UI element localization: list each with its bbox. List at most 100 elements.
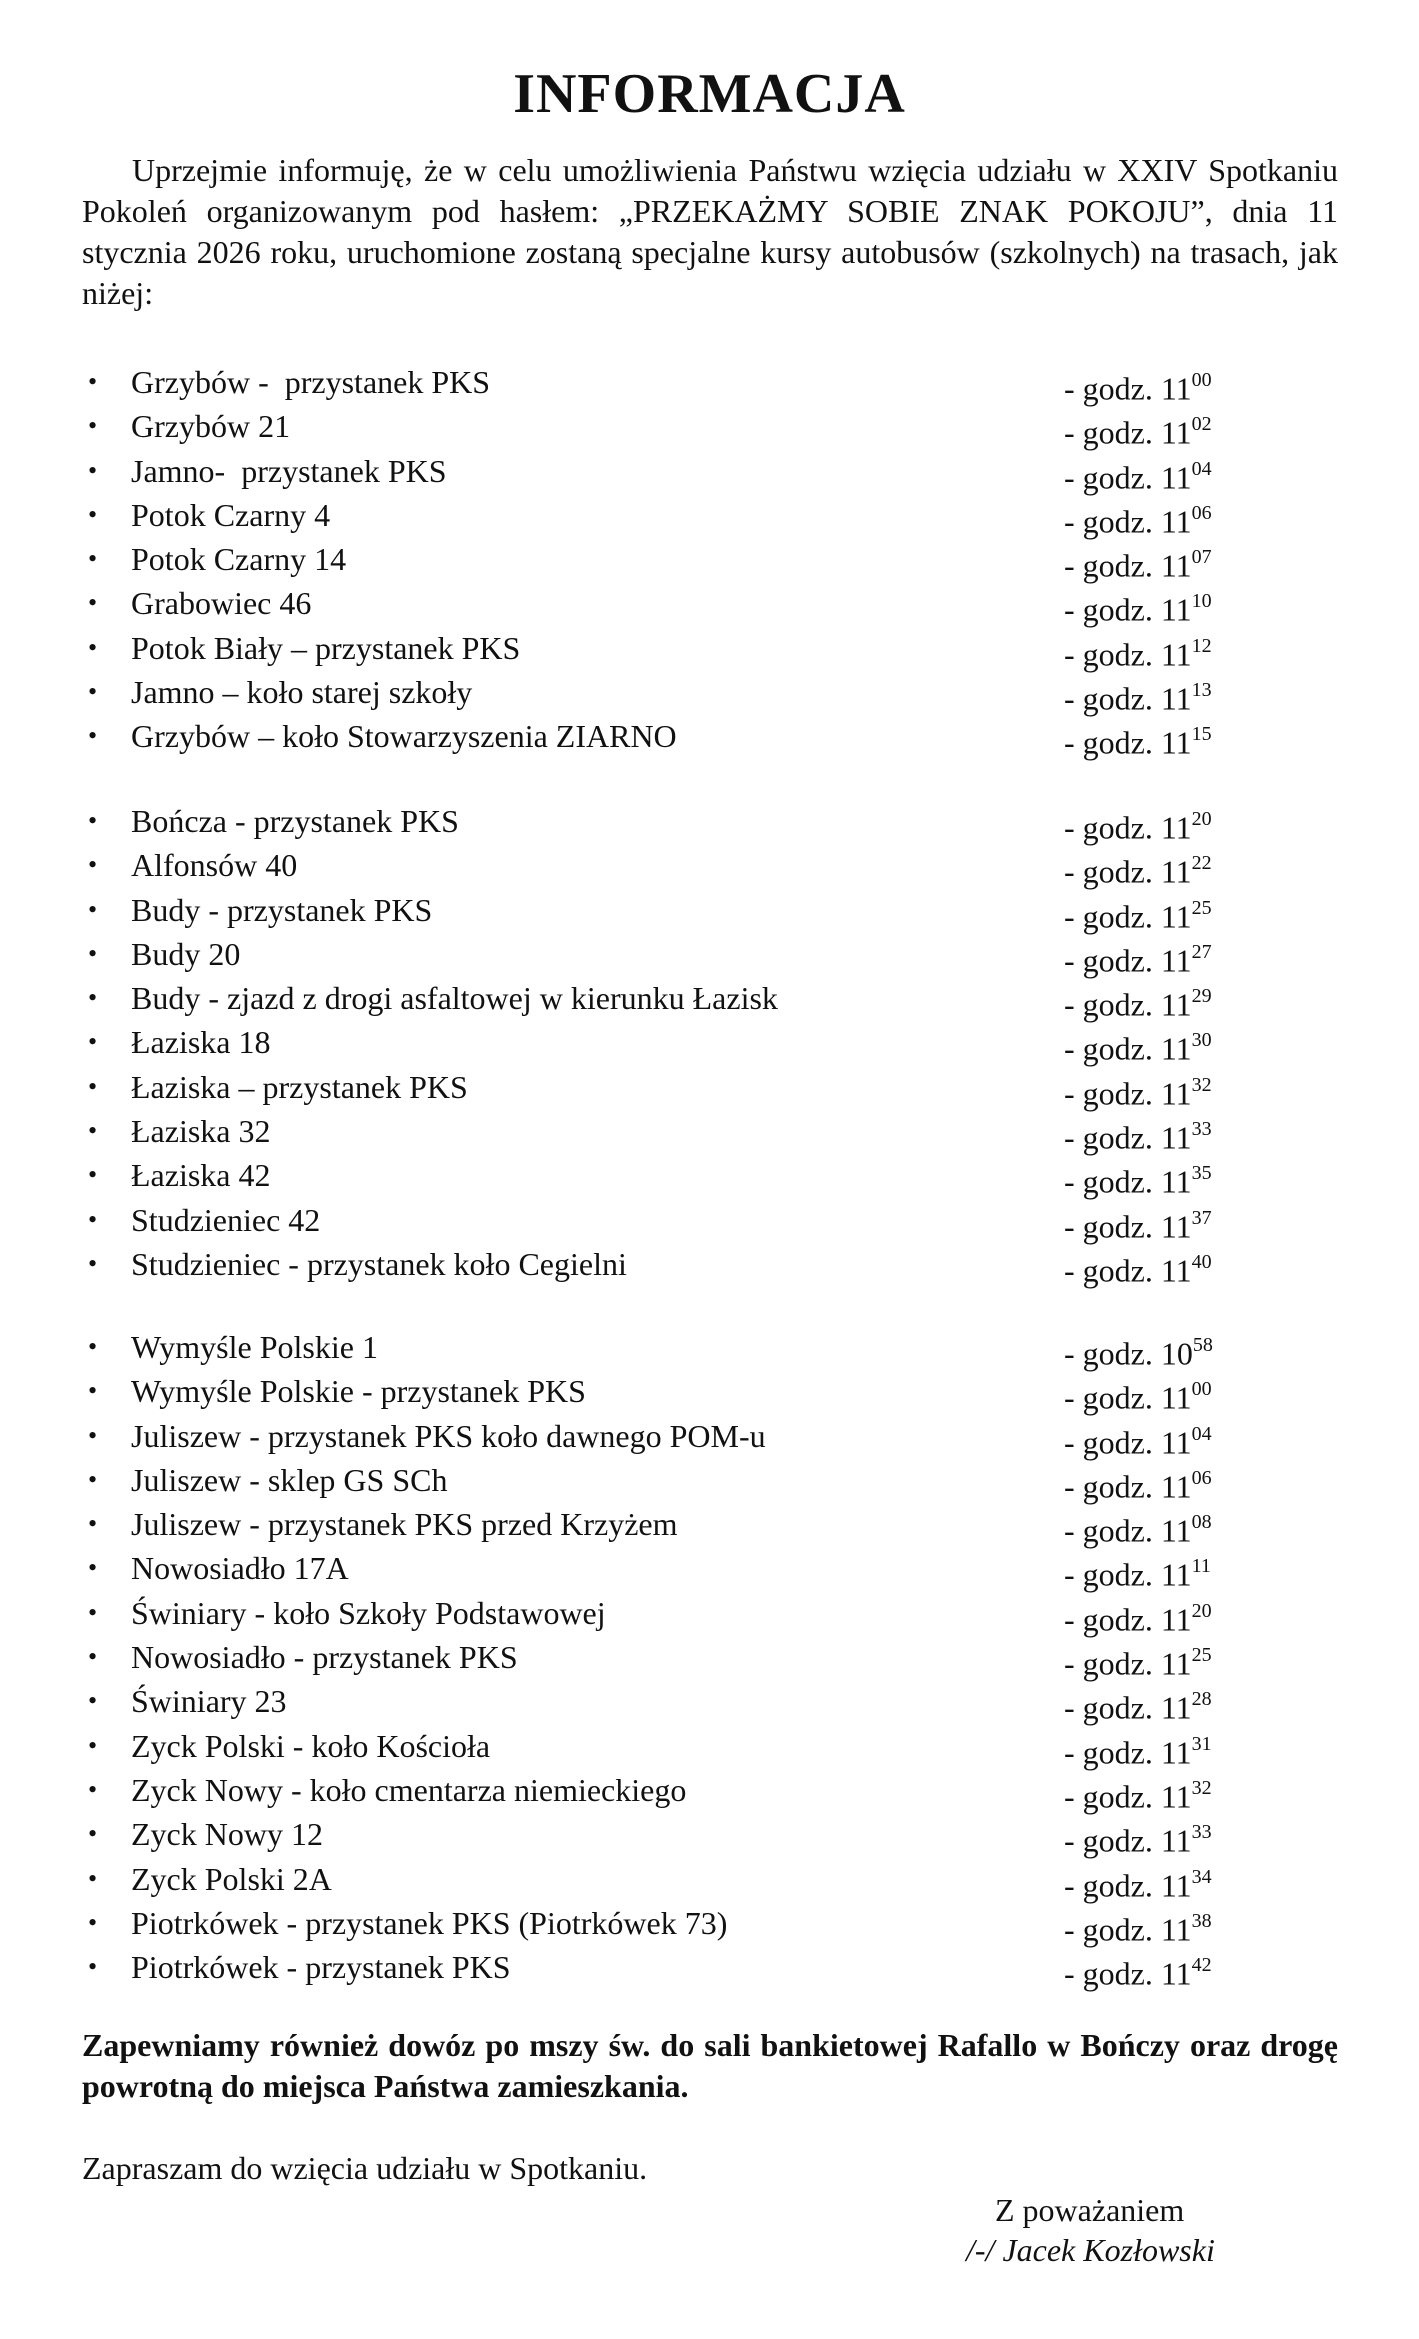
list-item: • Piotrkówek - przystanek PKS (Piotrkówek…: [82, 1901, 1262, 1948]
time-hour: 11: [1160, 853, 1192, 890]
list-item: • Piotrkówek - przystanek PKS - godz. 1142: [82, 1945, 1262, 1992]
time-prefix: - godz.: [1064, 592, 1153, 629]
time-minute: 10: [1191, 590, 1212, 613]
time-hour: 11: [1160, 503, 1192, 540]
time-hour: 11: [1160, 1690, 1192, 1727]
list-item: • Łaziska 18 - godz. 1130: [82, 1020, 1262, 1067]
stop-name: Potok Biały – przystanek PKS: [131, 629, 521, 666]
list-item: • Łaziska 42 - godz. 1135: [82, 1153, 1262, 1200]
stop-name: Zyck Nowy - koło cmentarza niemieckiego: [131, 1771, 687, 1808]
signature: /-/ Jacek Kozłowski: [966, 2232, 1215, 2268]
time-hour: 11: [1160, 1119, 1192, 1156]
list-item: • Grzybów – koło Stowarzyszenia ZIARNO - g…: [82, 714, 1262, 761]
bullet-icon: •: [88, 1553, 98, 1583]
departure-time: - godz. 1120: [1064, 799, 1212, 850]
departure-time: - godz. 1138: [1064, 1901, 1212, 1952]
departure-time: - godz. 1135: [1064, 1153, 1212, 1204]
time-prefix: - godz.: [1064, 1822, 1153, 1859]
bullet-icon: •: [88, 1509, 98, 1539]
bullet-icon: •: [88, 938, 98, 968]
time-prefix: - godz.: [1064, 370, 1153, 407]
stop-name: Zyck Polski - koło Kościoła: [131, 1727, 491, 1764]
stop-name: Grzybów – koło Stowarzyszenia ZIARNO: [131, 718, 677, 755]
stop-name: Bończa - przystanek PKS: [131, 803, 459, 839]
bullet-icon: •: [88, 1116, 98, 1146]
departure-time: - godz. 1107: [1064, 537, 1212, 588]
stop-name: Łaziska 32: [131, 1113, 271, 1150]
bullet-icon: •: [88, 721, 98, 751]
time-prefix: - godz.: [1064, 1601, 1153, 1638]
list-item: • Budy 20 - godz. 1127: [82, 932, 1262, 979]
list-item: • Studzieniec - przystanek koło Cegielni -…: [82, 1242, 1262, 1289]
bullet-icon: •: [88, 544, 98, 574]
departure-time: - godz. 1115: [1064, 714, 1212, 765]
bullet-icon: •: [88, 367, 98, 396]
time-hour: 11: [1160, 1468, 1192, 1505]
time-hour: 11: [1160, 592, 1192, 629]
time-hour: 11: [1160, 680, 1192, 717]
stop-name: Wymyśle Polskie 1: [131, 1329, 378, 1365]
time-hour: 11: [1160, 1601, 1192, 1638]
intro-paragraph: Uprzejmie informuję, że w celu umożliwie…: [82, 150, 1338, 314]
bullet-icon: •: [88, 850, 98, 880]
stop-name: Budy - zjazd z drogi asfaltowej w kierun…: [131, 980, 778, 1017]
time-prefix: - godz.: [1064, 636, 1153, 673]
time-prefix: - godz.: [1064, 1119, 1153, 1156]
list-item: • Juliszew - przystanek PKS koło dawnego …: [82, 1414, 1262, 1461]
time-prefix: - godz.: [1064, 1512, 1153, 1549]
list-item: • Zyck Polski 2A - godz. 1134: [82, 1857, 1262, 1904]
list-item: • Wymyśle Polskie 1 - godz. 1058: [82, 1325, 1262, 1372]
time-prefix: - godz.: [1064, 942, 1153, 979]
list-item: • Budy - zjazd z drogi asfaltowej w kieru…: [82, 976, 1262, 1023]
departure-time: - godz. 1140: [1064, 1242, 1212, 1293]
time-minute: 32: [1191, 1073, 1212, 1096]
time-prefix: - godz.: [1064, 986, 1153, 1023]
departure-time: - godz. 1110: [1064, 581, 1212, 632]
stop-name: Studzieniec 42: [131, 1201, 321, 1238]
departure-time: - godz. 1133: [1064, 1812, 1212, 1863]
time-hour: 11: [1160, 1734, 1192, 1771]
time-minute: 13: [1191, 679, 1212, 702]
time-minute: 35: [1191, 1162, 1212, 1185]
time-minute: 40: [1191, 1250, 1212, 1273]
time-prefix: - godz.: [1064, 1778, 1153, 1815]
time-minute: 02: [1191, 413, 1212, 436]
time-minute: 07: [1191, 546, 1212, 569]
list-item: • Jamno – koło starej szkoły - godz. 1113: [82, 670, 1262, 717]
stop-name: Budy - przystanek PKS: [131, 891, 433, 928]
departure-time: - godz. 1104: [1064, 1414, 1212, 1465]
time-minute: 22: [1191, 852, 1212, 875]
transport-note: Zapewniamy również dowóz po mszy św. do …: [82, 2027, 1338, 2104]
list-item: • Nowosiadło 17A - godz. 1111: [82, 1546, 1262, 1594]
departure-time: - godz. 1132: [1064, 1768, 1212, 1819]
departure-time: - godz. 1106: [1064, 1458, 1212, 1509]
time-prefix: - godz.: [1064, 1955, 1153, 1992]
time-hour: 11: [1160, 1557, 1192, 1594]
bullet-icon: •: [88, 983, 98, 1013]
stop-name: Juliszew - sklep GS SCh: [131, 1461, 448, 1498]
route-group-3: • Wymyśle Polskie 1 - godz. 1058 • Wymyśle P…: [82, 1325, 1262, 1992]
time-minute: 33: [1191, 1821, 1212, 1844]
bullet-icon: •: [88, 1420, 98, 1450]
departure-time: - godz. 1137: [1064, 1198, 1212, 1249]
time-minute: 06: [1191, 1466, 1212, 1489]
time-hour: 11: [1160, 414, 1192, 451]
time-minute: 34: [1191, 1865, 1212, 1888]
bullet-icon: •: [88, 632, 98, 662]
departure-time: - godz. 1102: [1064, 404, 1212, 455]
time-hour: 11: [1160, 547, 1192, 584]
departure-time: - godz. 1113: [1064, 670, 1212, 721]
time-prefix: - godz.: [1064, 1645, 1153, 1682]
bullet-icon: •: [88, 411, 98, 441]
bullet-icon: •: [88, 455, 98, 485]
invitation-text: Zapraszam do wzięcia udziału w Spotkaniu…: [82, 2150, 648, 2186]
time-minute: 00: [1191, 1378, 1212, 1401]
time-hour: 11: [1160, 1208, 1192, 1245]
stop-name: Juliszew - przystanek PKS przed Krzyżem: [131, 1506, 678, 1543]
list-item: • Grabowiec 46 - godz. 1110: [82, 581, 1262, 628]
list-item: • Grzybów 21 - godz. 1102: [82, 404, 1262, 451]
time-hour: 11: [1160, 1955, 1192, 1992]
time-hour: 11: [1160, 1645, 1192, 1682]
time-hour: 10: [1160, 1335, 1193, 1372]
list-item: • Studzieniec 42 - godz. 1137: [82, 1198, 1262, 1245]
